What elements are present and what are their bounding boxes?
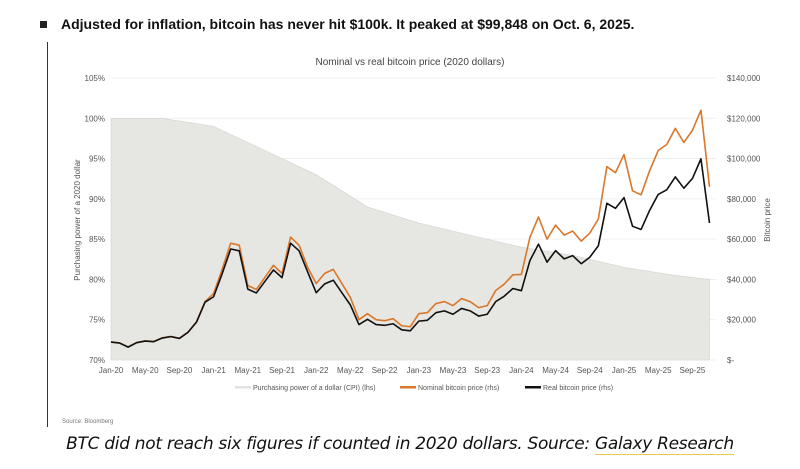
x-tick-label: Jan-22 [304, 366, 329, 375]
galaxy-research-link[interactable]: Galaxy Research [594, 434, 734, 455]
x-tick-label: Jan-24 [509, 366, 534, 375]
x-tick-label: Sep-25 [680, 366, 706, 375]
x-tick-label: Sep-22 [372, 366, 398, 375]
x-tick-label: May-21 [234, 366, 261, 375]
bullet-icon [40, 20, 47, 28]
nominal-price-line [110, 109, 711, 348]
x-tick-label: Jan-25 [612, 366, 637, 375]
caption-text: BTC did not reach six figures if counted… [66, 434, 595, 454]
x-tick-label: May-24 [542, 366, 569, 375]
left-tick-label: 95% [89, 155, 105, 164]
cpi-area [110, 117, 710, 361]
legend-swatch [235, 386, 251, 389]
headline-text: Adjusted for inflation, bitcoin has neve… [61, 16, 635, 32]
x-tick-label: May-22 [337, 366, 364, 375]
divider [47, 42, 48, 427]
left-tick-label: 75% [89, 316, 105, 325]
left-tick-label: 100% [85, 114, 105, 123]
right-tick-label: $120,000 [727, 114, 761, 123]
left-axis-title: Purchasing power of a 2020 dollar [73, 159, 82, 281]
x-tick-label: Jan-23 [407, 366, 432, 375]
caption: BTC did not reach six figures if counted… [0, 434, 800, 455]
real-price-line [110, 158, 711, 348]
right-tick-label: $100,000 [727, 155, 761, 164]
x-tick-label: Sep-24 [577, 366, 603, 375]
x-tick-label: May-20 [132, 366, 159, 375]
headline: Adjusted for inflation, bitcoin has neve… [40, 16, 634, 32]
right-axis-title: Bitcoin price [763, 198, 772, 242]
chart-title: Nominal vs real bitcoin price (2020 doll… [316, 57, 505, 68]
x-tick-label: May-23 [440, 366, 467, 375]
right-tick-label: $40,000 [727, 275, 756, 284]
right-tick-label: $- [727, 356, 734, 365]
right-tick-label: $140,000 [727, 74, 761, 83]
legend-swatch [400, 386, 416, 389]
legend-label: Nominal bitcoin price (rhs) [418, 385, 499, 392]
left-tick-label: 105% [85, 74, 105, 83]
source-note: Source: Bloomberg [62, 419, 114, 425]
left-tick-label: 90% [89, 195, 105, 204]
x-tick-label: Sep-23 [474, 366, 500, 375]
x-tick-label: Jan-20 [99, 366, 124, 375]
right-tick-label: $20,000 [727, 316, 756, 325]
x-tick-label: Sep-20 [167, 366, 193, 375]
legend-label: Purchasing power of a dollar (CPI) (lhs) [253, 385, 376, 392]
right-tick-label: $80,000 [727, 195, 756, 204]
legend-label: Real bitcoin price (rhs) [543, 385, 613, 392]
right-tick-label: $60,000 [727, 235, 756, 244]
left-tick-label: 70% [89, 356, 105, 365]
x-tick-label: Jan-21 [201, 366, 226, 375]
legend-swatch [525, 386, 541, 389]
left-tick-label: 85% [89, 235, 105, 244]
left-tick-label: 80% [89, 275, 105, 284]
x-tick-label: Sep-21 [269, 366, 295, 375]
x-tick-label: May-25 [645, 366, 672, 375]
